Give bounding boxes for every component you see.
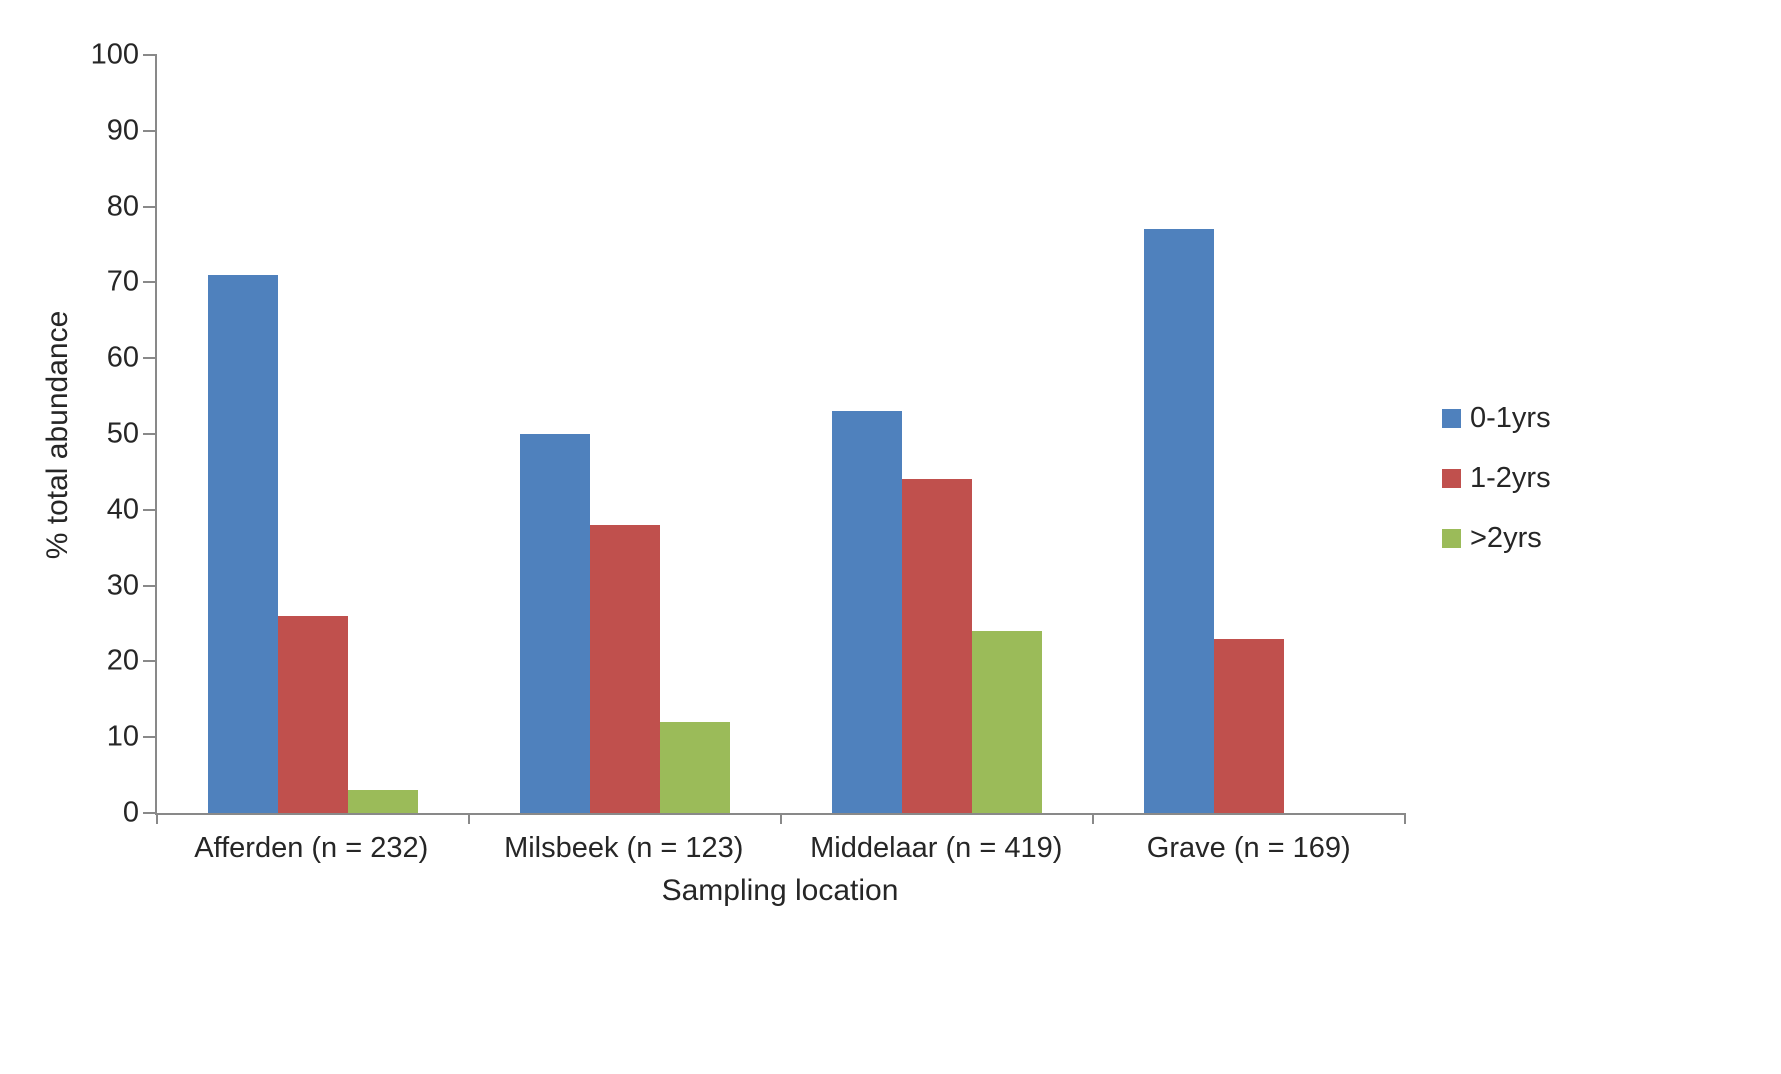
y-tick-mark	[143, 54, 157, 56]
bar-0-1yrs-category-4	[1143, 229, 1214, 813]
legend-label: 0-1yrs	[1470, 402, 1551, 434]
legend-item->2yrs: >2yrs	[1442, 524, 1551, 553]
legend-item-1-2yrs: 1-2yrs	[1442, 464, 1551, 493]
y-tick-mark	[143, 433, 157, 435]
bars-container	[157, 55, 1405, 813]
bar-0-1yrs-category-1	[207, 274, 278, 813]
legend-swatch-icon	[1442, 529, 1461, 548]
legend-swatch-icon	[1442, 409, 1461, 428]
category-group-2	[469, 55, 781, 813]
x-axis-label-1: Afferden (n = 232)	[194, 832, 429, 864]
legend-label: 1-2yrs	[1470, 462, 1551, 494]
x-tick-mark	[156, 813, 158, 824]
bar-1-2yrs-category-1	[277, 615, 349, 813]
y-tick-label: 100	[90, 38, 139, 71]
y-tick-mark	[143, 660, 157, 663]
x-axis-label-2: Milsbeek (n = 123)	[504, 832, 744, 864]
category-group-3	[781, 55, 1093, 813]
y-tick-mark	[143, 357, 157, 360]
x-axis-label-3: Middelaar (n = 419)	[810, 832, 1063, 864]
bar-1-2yrs-category-4	[1213, 638, 1285, 813]
y-tick-label: 0	[122, 796, 139, 829]
x-tick-mark	[1404, 813, 1406, 824]
y-tick-label: 40	[106, 493, 139, 526]
x-tick-mark	[780, 813, 782, 824]
bar->2yrs-category-3	[972, 631, 1043, 813]
y-tick-mark	[143, 736, 157, 739]
bar-1-2yrs-category-2	[589, 524, 661, 813]
y-tick-mark	[143, 508, 157, 511]
y-tick-mark	[143, 129, 157, 132]
y-tick-label: 60	[106, 341, 139, 374]
bar-1-2yrs-category-3	[901, 479, 973, 813]
legend-swatch-icon	[1442, 469, 1461, 488]
category-group-1	[157, 55, 469, 813]
y-tick-label: 30	[106, 569, 139, 602]
y-tick-label: 90	[106, 114, 139, 147]
y-tick-label: 10	[106, 720, 139, 753]
y-tick-label: 70	[106, 265, 139, 298]
bar-0-1yrs-category-3	[831, 411, 902, 813]
y-tick-label: 20	[106, 644, 139, 677]
y-tick-mark	[143, 205, 157, 208]
legend-label: >2yrs	[1470, 522, 1542, 554]
bar-0-1yrs-category-2	[519, 434, 590, 813]
bar->2yrs-category-1	[348, 790, 419, 813]
y-tick-mark	[143, 281, 157, 284]
y-tick-mark	[143, 812, 157, 814]
legend: 0-1yrs 1-2yrs >2yrs	[1442, 404, 1551, 553]
y-tick-label: 80	[106, 190, 139, 223]
x-tick-mark	[1092, 813, 1094, 824]
y-tick-mark	[143, 584, 157, 587]
x-axis-label-4: Grave (n = 169)	[1146, 832, 1351, 864]
legend-item-0-1yrs: 0-1yrs	[1442, 404, 1551, 433]
y-tick-label: 50	[106, 417, 139, 450]
category-group-4	[1093, 55, 1405, 813]
x-axis-title: Sampling location	[661, 874, 899, 907]
plot-area: 0 10 20 30 40 50 60 70 80 90 100	[91, 40, 1406, 827]
x-axis-labels: Afferden (n = 232) Milsbeek (n = 123) Midd…	[155, 832, 1405, 865]
bar->2yrs-category-2	[660, 722, 731, 813]
y-axis-title: % total abundance	[41, 310, 74, 560]
x-tick-mark	[468, 813, 470, 824]
